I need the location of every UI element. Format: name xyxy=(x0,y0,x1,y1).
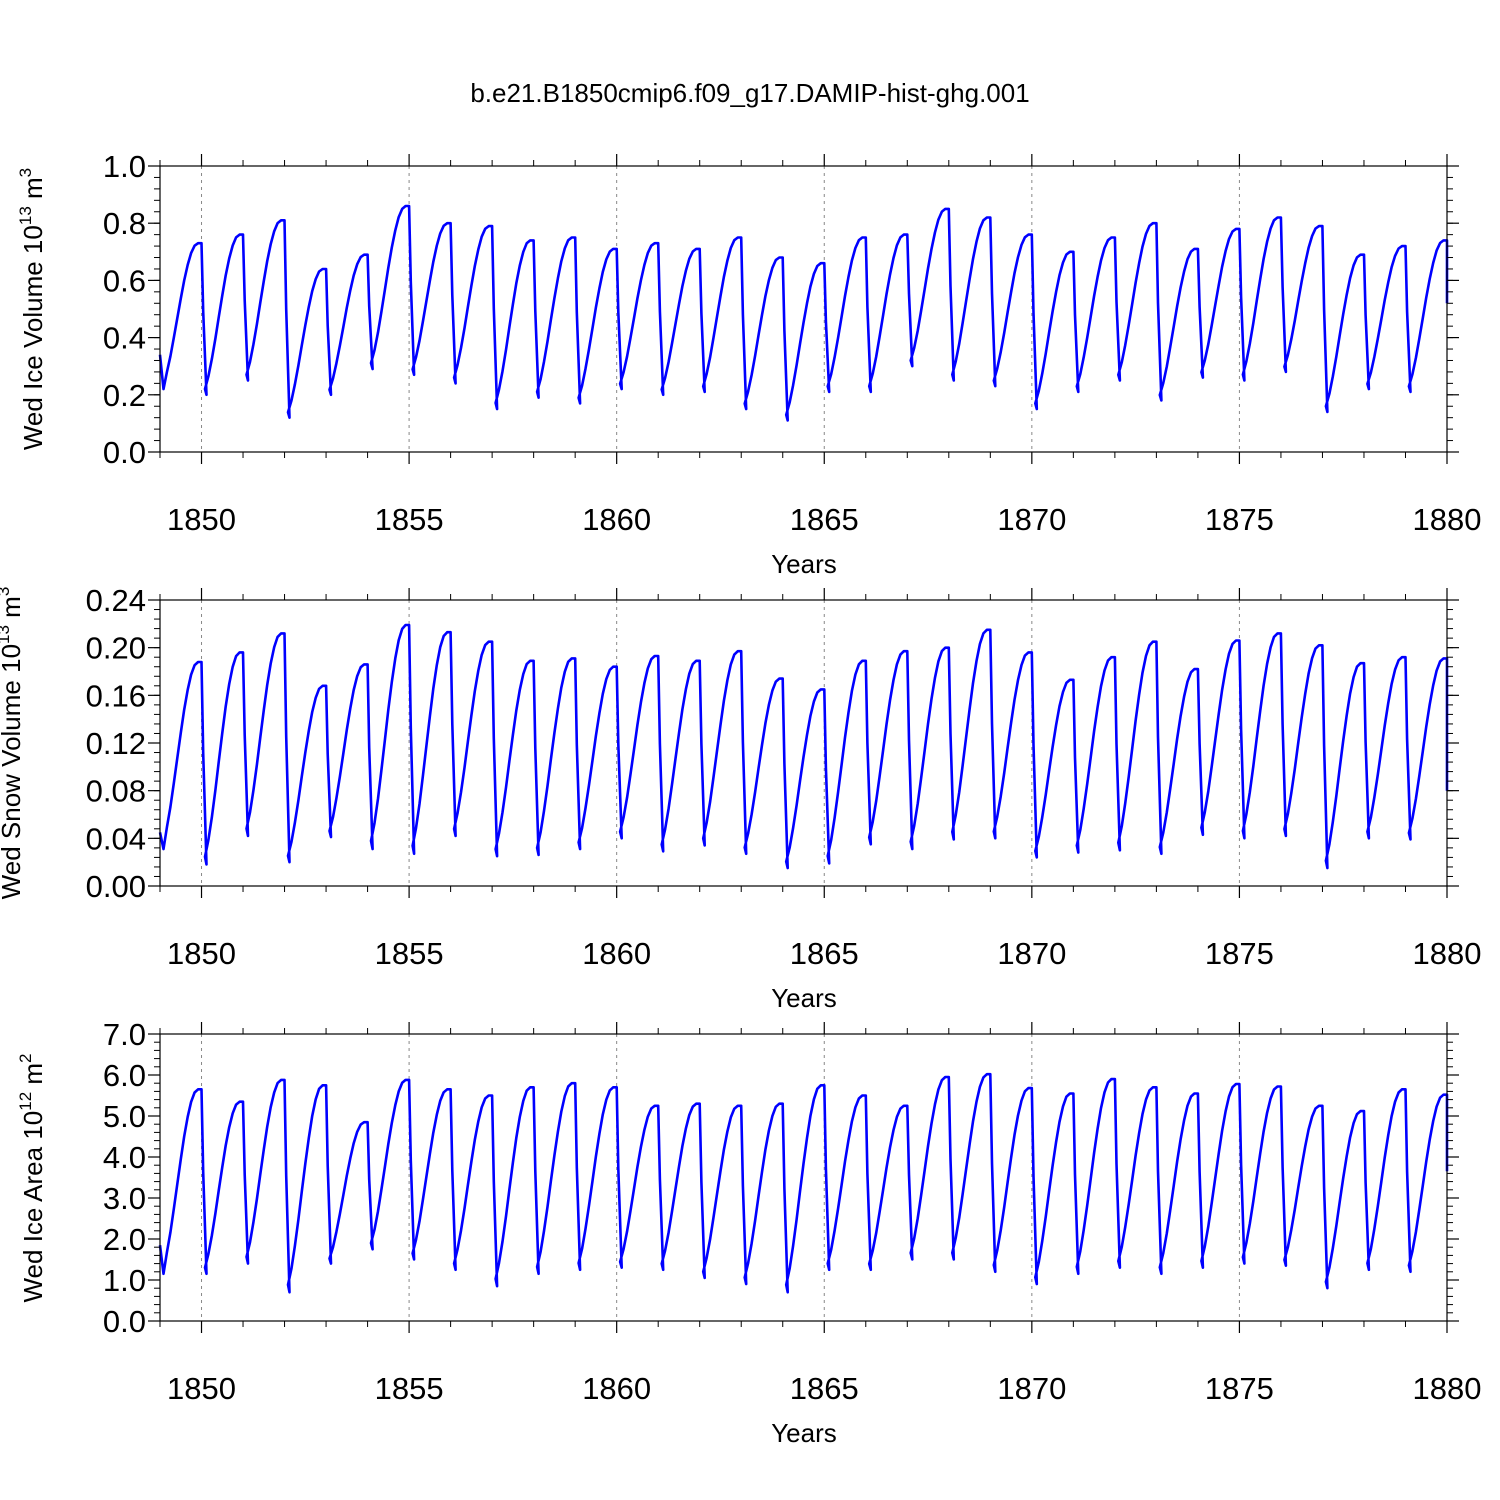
y-axis-label: Wed Ice Volume 1013 m3 xyxy=(16,168,48,450)
y-tick-label: 0.08 xyxy=(86,774,146,809)
x-tick-label: 1850 xyxy=(167,936,236,971)
y-axis-label: Wed Snow Volume 1013 m3 xyxy=(0,587,26,900)
panel-ice-volume: Wed Ice Volume 1013 m3 Years 0.0 0.2 0.4 0.… xyxy=(16,149,1481,579)
y-tick-label: 0.2 xyxy=(103,378,146,413)
y-tick-label: 4.0 xyxy=(103,1140,146,1175)
x-tick-label: 1850 xyxy=(167,1371,236,1406)
x-tick-label: 1875 xyxy=(1205,502,1274,537)
y-tick-label: 0.00 xyxy=(86,869,146,904)
x-tick-label: 1865 xyxy=(790,502,859,537)
x-tick-label: 1865 xyxy=(790,936,859,971)
x-tick-label: 1880 xyxy=(1413,1371,1482,1406)
y-tick-label: 1.0 xyxy=(103,1263,146,1298)
y-tick-label: 0.8 xyxy=(103,206,146,241)
panel-ice-area: Wed Ice Area 1012 m2 Years 0.0 1.0 2.0 3.0 4… xyxy=(16,1017,1481,1448)
x-tick-label: 1855 xyxy=(375,936,444,971)
series-line xyxy=(158,204,1449,422)
x-axis-label: Years xyxy=(771,549,837,579)
y-tick-label: 0.16 xyxy=(86,678,146,713)
y-tick-label: 0.04 xyxy=(86,821,146,856)
plot-frame xyxy=(159,1033,1448,1322)
x-tick-label: 1880 xyxy=(1413,936,1482,971)
plot-frame xyxy=(159,599,1448,887)
x-tick-label: 1870 xyxy=(997,936,1066,971)
y-tick-label: 0.6 xyxy=(103,263,146,298)
y-tick-label: 0.0 xyxy=(103,435,146,470)
y-tick-label: 5.0 xyxy=(103,1099,146,1134)
x-tick-label: 1870 xyxy=(997,502,1066,537)
x-tick-label: 1875 xyxy=(1205,1371,1274,1406)
x-tick-label: 1870 xyxy=(997,1371,1066,1406)
series-line xyxy=(158,1072,1449,1294)
x-axis-label: Years xyxy=(771,1418,837,1448)
y-tick-label: 3.0 xyxy=(103,1181,146,1216)
y-tick-label: 6.0 xyxy=(103,1058,146,1093)
y-tick-label: 1.0 xyxy=(103,149,146,184)
x-tick-label: 1875 xyxy=(1205,936,1274,971)
series-line xyxy=(158,623,1449,870)
x-tick-label: 1855 xyxy=(375,1371,444,1406)
y-tick-label: 7.0 xyxy=(103,1017,146,1052)
x-tick-label: 1860 xyxy=(582,1371,651,1406)
y-tick-label: 0.12 xyxy=(86,726,146,761)
x-tick-label: 1880 xyxy=(1413,502,1482,537)
plot-frame xyxy=(159,165,1448,453)
x-tick-label: 1860 xyxy=(582,502,651,537)
y-tick-label: 0.20 xyxy=(86,631,146,666)
panel-snow-volume: Wed Snow Volume 1013 m3 Years 0.00 0.04 0.… xyxy=(0,583,1481,1013)
x-tick-label: 1865 xyxy=(790,1371,859,1406)
y-tick-label: 2.0 xyxy=(103,1222,146,1257)
y-tick-label: 0.24 xyxy=(86,583,146,618)
x-tick-label: 1860 xyxy=(582,936,651,971)
x-axis-label: Years xyxy=(771,983,837,1013)
y-tick-label: 0.4 xyxy=(103,321,146,356)
y-axis-label: Wed Ice Area 1012 m2 xyxy=(16,1053,48,1302)
y-tick-label: 0.0 xyxy=(103,1304,146,1339)
x-tick-label: 1855 xyxy=(375,502,444,537)
x-tick-label: 1850 xyxy=(167,502,236,537)
figure-title: b.e21.B1850cmip6.f09_g17.DAMIP-hist-ghg.… xyxy=(470,78,1029,108)
